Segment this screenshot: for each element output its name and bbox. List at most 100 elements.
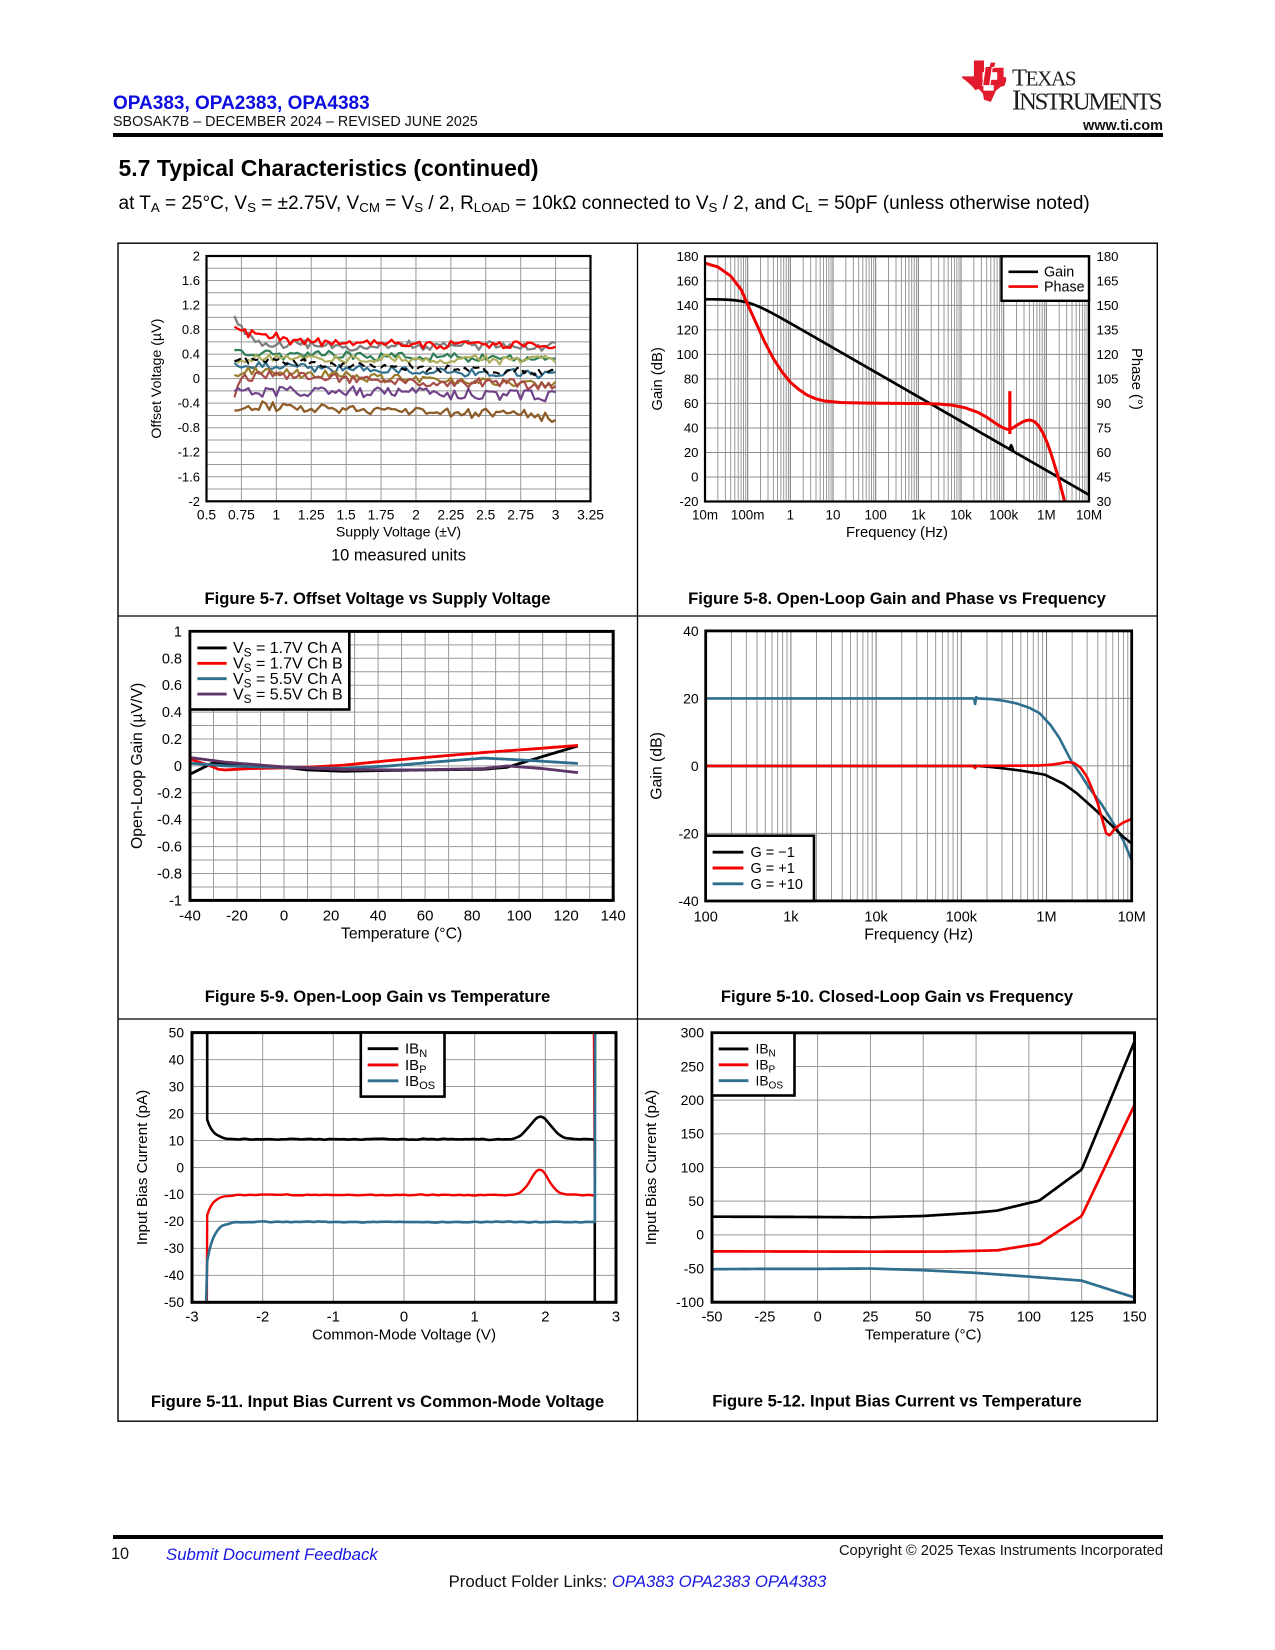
svg-text:G = −1: G = −1 [751, 845, 795, 861]
svg-text:1.6: 1.6 [182, 273, 200, 288]
svg-text:105: 105 [1097, 371, 1119, 386]
svg-text:3: 3 [612, 1310, 620, 1326]
svg-text:150: 150 [1122, 1310, 1146, 1326]
svg-text:0.5: 0.5 [197, 508, 217, 523]
svg-text:1.5: 1.5 [337, 508, 357, 523]
svg-text:1: 1 [471, 1310, 479, 1326]
svg-text:-50: -50 [702, 1310, 723, 1326]
svg-text:10k: 10k [864, 910, 888, 926]
svg-text:-0.2: -0.2 [157, 786, 182, 802]
svg-text:100: 100 [681, 1159, 705, 1175]
svg-text:100: 100 [694, 910, 718, 926]
svg-text:150: 150 [681, 1126, 705, 1142]
svg-text:125: 125 [1070, 1310, 1094, 1326]
svg-text:50: 50 [915, 1310, 931, 1326]
svg-text:Frequency (Hz): Frequency (Hz) [864, 927, 973, 944]
svg-text:-3: -3 [185, 1310, 198, 1326]
svg-text:Common-Mode Voltage (V): Common-Mode Voltage (V) [312, 1327, 496, 1344]
svg-text:-30: -30 [164, 1241, 184, 1256]
svg-text:10M: 10M [1118, 910, 1146, 926]
svg-text:Offset Voltage (µV): Offset Voltage (µV) [149, 319, 165, 439]
svg-text:-2: -2 [256, 1310, 269, 1326]
svg-text:0.6: 0.6 [162, 678, 182, 694]
svg-text:G = +10: G = +10 [751, 877, 803, 893]
svg-text:90: 90 [1097, 396, 1112, 411]
svg-text:-50: -50 [684, 1260, 704, 1276]
svg-text:-40: -40 [179, 908, 201, 925]
svg-text:50: 50 [169, 1025, 185, 1040]
svg-text:Figure 5-10. Closed-Loop Gain: Figure 5-10. Closed-Loop Gain vs Frequen… [721, 987, 1074, 1006]
svg-text:60: 60 [1097, 445, 1112, 460]
svg-text:1.2: 1.2 [182, 298, 200, 313]
svg-text:-25: -25 [754, 1310, 775, 1326]
svg-text:80: 80 [684, 371, 699, 386]
svg-text:100k: 100k [989, 508, 1018, 523]
svg-text:-40: -40 [678, 893, 698, 909]
svg-text:Gain (dB): Gain (dB) [650, 347, 666, 410]
svg-text:Figure 5-11. Input Bias Curren: Figure 5-11. Input Bias Current vs Commo… [151, 1392, 604, 1411]
svg-text:150: 150 [1097, 298, 1119, 313]
svg-text:-1.2: -1.2 [178, 445, 200, 460]
svg-text:INSTRUMENTS: INSTRUMENTS [1012, 86, 1163, 117]
svg-text:250: 250 [681, 1058, 705, 1074]
svg-text:140: 140 [601, 908, 626, 925]
svg-text:0.8: 0.8 [182, 322, 200, 337]
svg-text:0: 0 [193, 371, 200, 386]
svg-text:Figure 5-8. Open-Loop Gain and: Figure 5-8. Open-Loop Gain and Phase vs … [688, 589, 1106, 608]
svg-text:Input Bias Current (pA): Input Bias Current (pA) [134, 1090, 151, 1245]
svg-text:-20: -20 [679, 494, 698, 509]
svg-text:Temperature (°C): Temperature (°C) [341, 926, 462, 943]
svg-text:200: 200 [681, 1092, 705, 1108]
svg-text:Temperature (°C): Temperature (°C) [865, 1327, 982, 1344]
svg-text:0.4: 0.4 [162, 705, 182, 721]
svg-text:40: 40 [370, 908, 387, 925]
svg-text:135: 135 [1097, 322, 1119, 337]
svg-text:0.8: 0.8 [162, 651, 182, 667]
svg-text:VS = 5.5V Ch B: VS = 5.5V Ch B [233, 686, 343, 706]
svg-text:-40: -40 [164, 1268, 184, 1283]
svg-text:100: 100 [507, 908, 532, 925]
svg-text:100: 100 [676, 347, 698, 362]
svg-text:25: 25 [862, 1310, 878, 1326]
svg-text:VS = 1.7V Ch A: VS = 1.7V Ch A [233, 640, 342, 660]
svg-text:3: 3 [552, 508, 560, 523]
svg-text:45: 45 [1097, 469, 1112, 484]
svg-text:20: 20 [683, 690, 699, 706]
svg-text:0.75: 0.75 [228, 508, 255, 523]
svg-text:-2: -2 [188, 494, 200, 509]
svg-text:10: 10 [826, 508, 841, 523]
svg-text:2.25: 2.25 [437, 508, 464, 523]
svg-text:300: 300 [681, 1025, 705, 1041]
svg-text:-0.4: -0.4 [157, 813, 182, 829]
svg-text:40: 40 [684, 420, 699, 435]
svg-text:0: 0 [691, 758, 699, 774]
svg-text:180: 180 [676, 249, 698, 264]
svg-text:100: 100 [1017, 1310, 1041, 1326]
svg-text:-100: -100 [676, 1294, 704, 1310]
svg-text:75: 75 [968, 1310, 984, 1326]
svg-text:-0.8: -0.8 [178, 420, 200, 435]
svg-text:-0.6: -0.6 [157, 840, 182, 856]
svg-text:1k: 1k [911, 508, 925, 523]
svg-text:0: 0 [176, 1160, 184, 1175]
svg-text:1: 1 [174, 624, 182, 640]
svg-text:60: 60 [417, 908, 434, 925]
svg-text:-0.8: -0.8 [157, 867, 182, 883]
svg-text:-20: -20 [226, 908, 248, 925]
svg-text:3.25: 3.25 [577, 508, 604, 523]
svg-text:120: 120 [1097, 347, 1119, 362]
svg-text:1.25: 1.25 [298, 508, 325, 523]
svg-text:Figure 5-9. Open-Loop Gain vs: Figure 5-9. Open-Loop Gain vs Temperatur… [205, 987, 550, 1006]
svg-text:40: 40 [169, 1052, 185, 1067]
svg-text:50: 50 [688, 1193, 704, 1209]
svg-text:165: 165 [1097, 273, 1119, 288]
svg-text:20: 20 [323, 908, 340, 925]
svg-text:30: 30 [1097, 494, 1112, 509]
svg-text:-10: -10 [164, 1187, 184, 1202]
svg-text:100k: 100k [946, 910, 978, 926]
svg-text:Open-Loop Gain (µV/V): Open-Loop Gain (µV/V) [129, 683, 146, 849]
svg-text:10M: 10M [1076, 508, 1102, 523]
svg-text:10k: 10k [950, 508, 972, 523]
svg-text:100m: 100m [731, 508, 765, 523]
svg-text:VS = 5.5V Ch A: VS = 5.5V Ch A [233, 671, 342, 691]
